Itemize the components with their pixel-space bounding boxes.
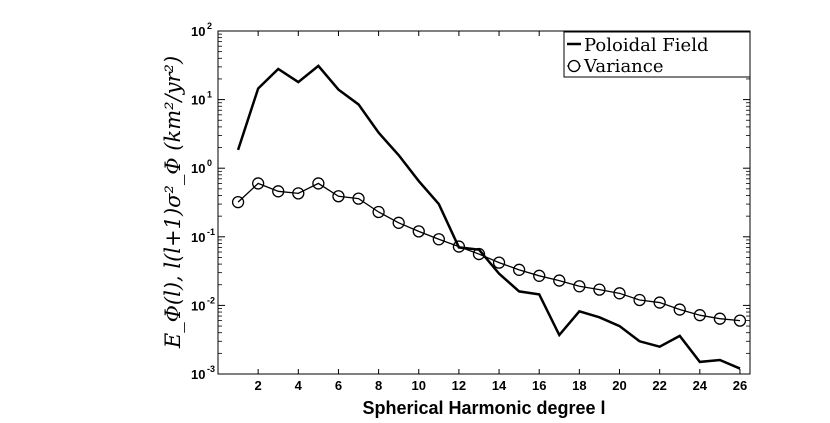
y-tick-exponent: -2 xyxy=(207,295,215,305)
series-layer xyxy=(231,64,747,370)
y-tick-base: 10 xyxy=(191,298,205,313)
data-point-variance xyxy=(432,233,445,246)
y-axis-label: E_Φ(l), l(l+1)σ²_Φ (km²/yr²) xyxy=(161,56,185,349)
data-point-variance xyxy=(512,263,526,276)
x-tick-label: 4 xyxy=(295,378,303,393)
y-tick-label: 10 1 xyxy=(191,90,212,108)
data-point-variance xyxy=(412,225,425,238)
x-tick-label: 6 xyxy=(335,378,342,393)
y-tick-base: 10 xyxy=(191,93,205,108)
x-tick-label: 2 xyxy=(255,378,262,393)
data-point-variance xyxy=(553,274,566,287)
y-tick-label: 10 2 xyxy=(191,21,212,39)
data-point-variance xyxy=(573,280,586,293)
data-point-variance xyxy=(533,269,546,282)
data-point-variance xyxy=(613,287,626,300)
y-tick-base: 10 xyxy=(191,230,205,245)
data-point-variance xyxy=(452,240,466,253)
data-point-variance xyxy=(633,293,646,307)
x-tick-label: 18 xyxy=(572,378,586,393)
y-tick-exponent: 2 xyxy=(207,21,212,31)
data-point-variance xyxy=(392,216,405,229)
data-point-variance xyxy=(332,190,345,203)
x-tick-label: 20 xyxy=(612,378,626,393)
x-tick-label: 22 xyxy=(652,378,666,393)
legend: Poloidal Field Variance xyxy=(563,31,751,78)
series-line-variance xyxy=(237,182,741,322)
x-axis-label: Spherical Harmonic degree l xyxy=(362,398,605,418)
data-point-variance xyxy=(292,187,305,200)
data-point-variance xyxy=(312,177,325,190)
data-point-variance xyxy=(492,256,506,269)
data-point-variance xyxy=(252,177,265,190)
legend-label-variance: Variance xyxy=(583,56,664,77)
y-tick-label: 10 -1 xyxy=(191,227,215,245)
y-tick-base: 10 xyxy=(191,161,205,176)
x-tick-label: 24 xyxy=(693,378,708,393)
y-tick-base: 10 xyxy=(191,367,205,382)
data-point-variance xyxy=(272,185,285,198)
data-point-variance xyxy=(733,314,747,327)
x-tick-label: 14 xyxy=(492,378,507,393)
y-tick-label: 10 0 xyxy=(191,158,212,176)
data-point-variance xyxy=(472,247,486,261)
data-point-variance xyxy=(713,312,727,325)
plot-frame xyxy=(217,30,751,375)
x-tick-label: 12 xyxy=(452,378,466,393)
legend-label-poloidal-field: Poloidal Field xyxy=(584,35,708,56)
data-point-variance xyxy=(693,309,706,322)
y-tick-exponent: 1 xyxy=(207,90,212,100)
y-tick-base: 10 xyxy=(191,24,205,39)
x-tick-label: 26 xyxy=(733,378,747,393)
x-tick-label: 16 xyxy=(532,378,546,393)
legend-marker-variance xyxy=(567,59,581,73)
y-tick-label: 10 -3 xyxy=(191,364,215,382)
x-tick-label: 10 xyxy=(412,378,426,393)
data-point-variance xyxy=(372,205,385,219)
x-tick-label: 8 xyxy=(375,378,382,393)
y-tick-exponent: -3 xyxy=(207,364,215,374)
data-point-variance xyxy=(653,296,666,309)
data-point-variance xyxy=(352,192,365,205)
series-line-poloidal-field xyxy=(236,64,741,370)
data-point-variance xyxy=(231,195,245,209)
data-point-variance xyxy=(673,303,686,316)
legend-box xyxy=(563,31,751,78)
data-point-variance xyxy=(593,283,606,296)
y-tick-label: 10 -2 xyxy=(191,295,215,313)
y-tick-exponent: 0 xyxy=(207,158,212,168)
y-tick-exponent: -1 xyxy=(207,227,215,237)
